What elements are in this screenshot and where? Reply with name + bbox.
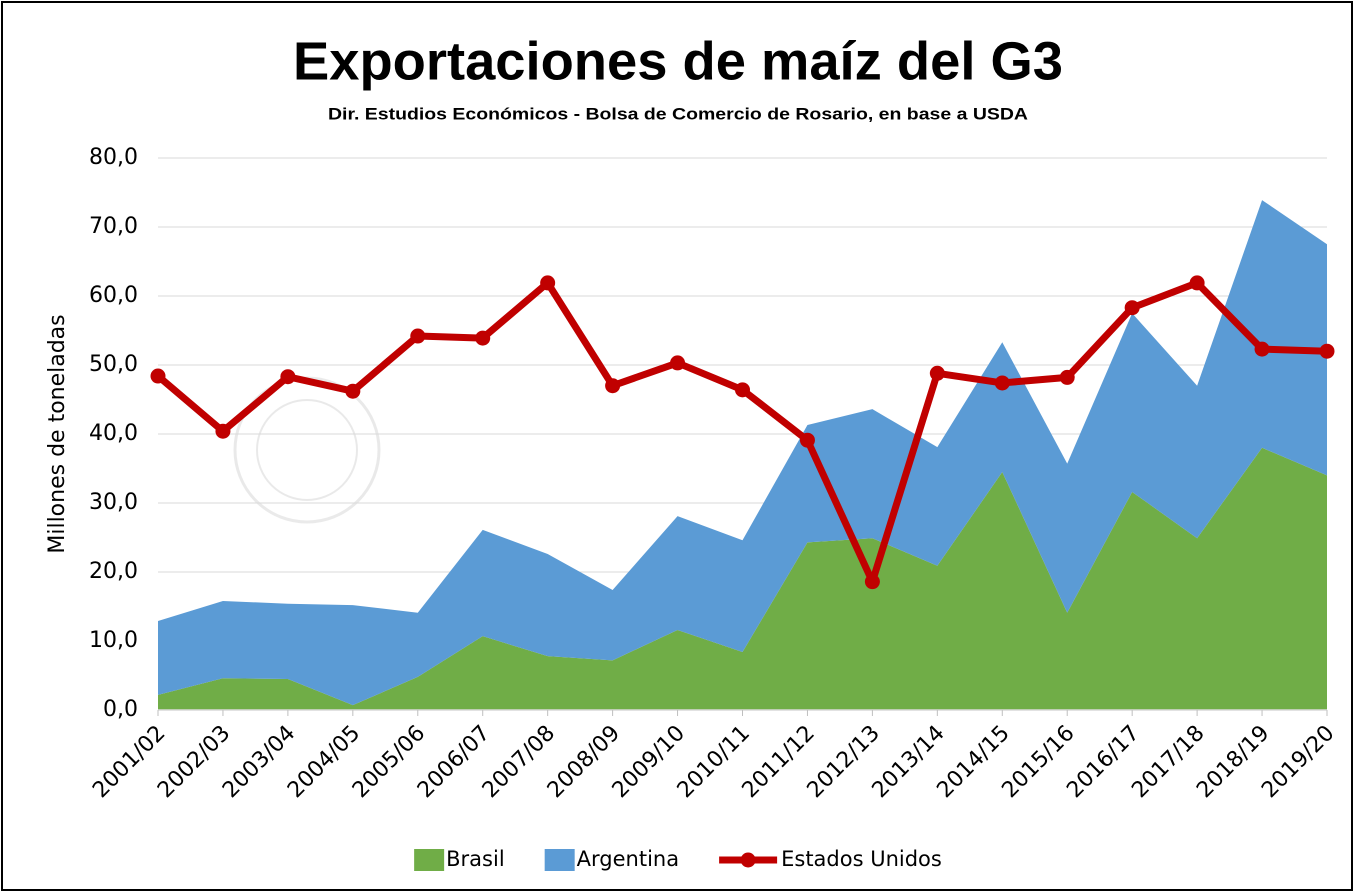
line-marker [864,574,880,590]
legend-swatch [414,849,445,871]
line-marker [799,432,815,448]
legend-label: Brasil [446,847,505,871]
line-marker [1189,275,1205,291]
line-marker [475,330,491,346]
line-marker [280,369,296,385]
legend-swatch [740,852,756,868]
y-axis-label: Millones de toneladas [45,314,70,553]
line-marker [540,275,556,291]
chart-subtitle: Dir. Estudios Económicos - Bolsa de Come… [328,104,1028,123]
line-marker [670,355,686,371]
legend-swatch [544,849,575,871]
area [158,200,1327,706]
y-tick-label: 30,0 [89,490,138,515]
line-marker [410,328,426,344]
line-marker [345,383,361,399]
line-marker [215,423,231,439]
y-tick-label: 40,0 [89,421,138,446]
y-tick-label: 20,0 [89,559,138,584]
line-marker [929,365,945,381]
legend-item: Brasil [414,847,505,871]
y-tick-label: 80,0 [89,145,138,170]
legend-item: Estados Unidos [719,847,942,871]
legend-item: Argentina [544,847,679,871]
y-tick-label: 10,0 [89,628,138,653]
y-tick-label: 0,0 [103,697,138,722]
line-marker [1319,343,1335,359]
line-marker [605,378,621,394]
area [158,447,1327,710]
y-tick-label: 60,0 [89,283,138,308]
chart-title: Exportaciones de maíz del G3 [293,31,1063,91]
line-marker [994,375,1010,391]
line-marker [735,382,750,398]
line-marker [150,368,166,384]
y-tick-label: 50,0 [89,352,138,377]
y-tick-label: 70,0 [89,214,138,239]
line-marker [1059,369,1075,385]
legend-label: Argentina [577,847,679,871]
legend-label: Estados Unidos [781,847,942,871]
line-marker [1254,341,1270,357]
line-marker [1124,300,1140,316]
